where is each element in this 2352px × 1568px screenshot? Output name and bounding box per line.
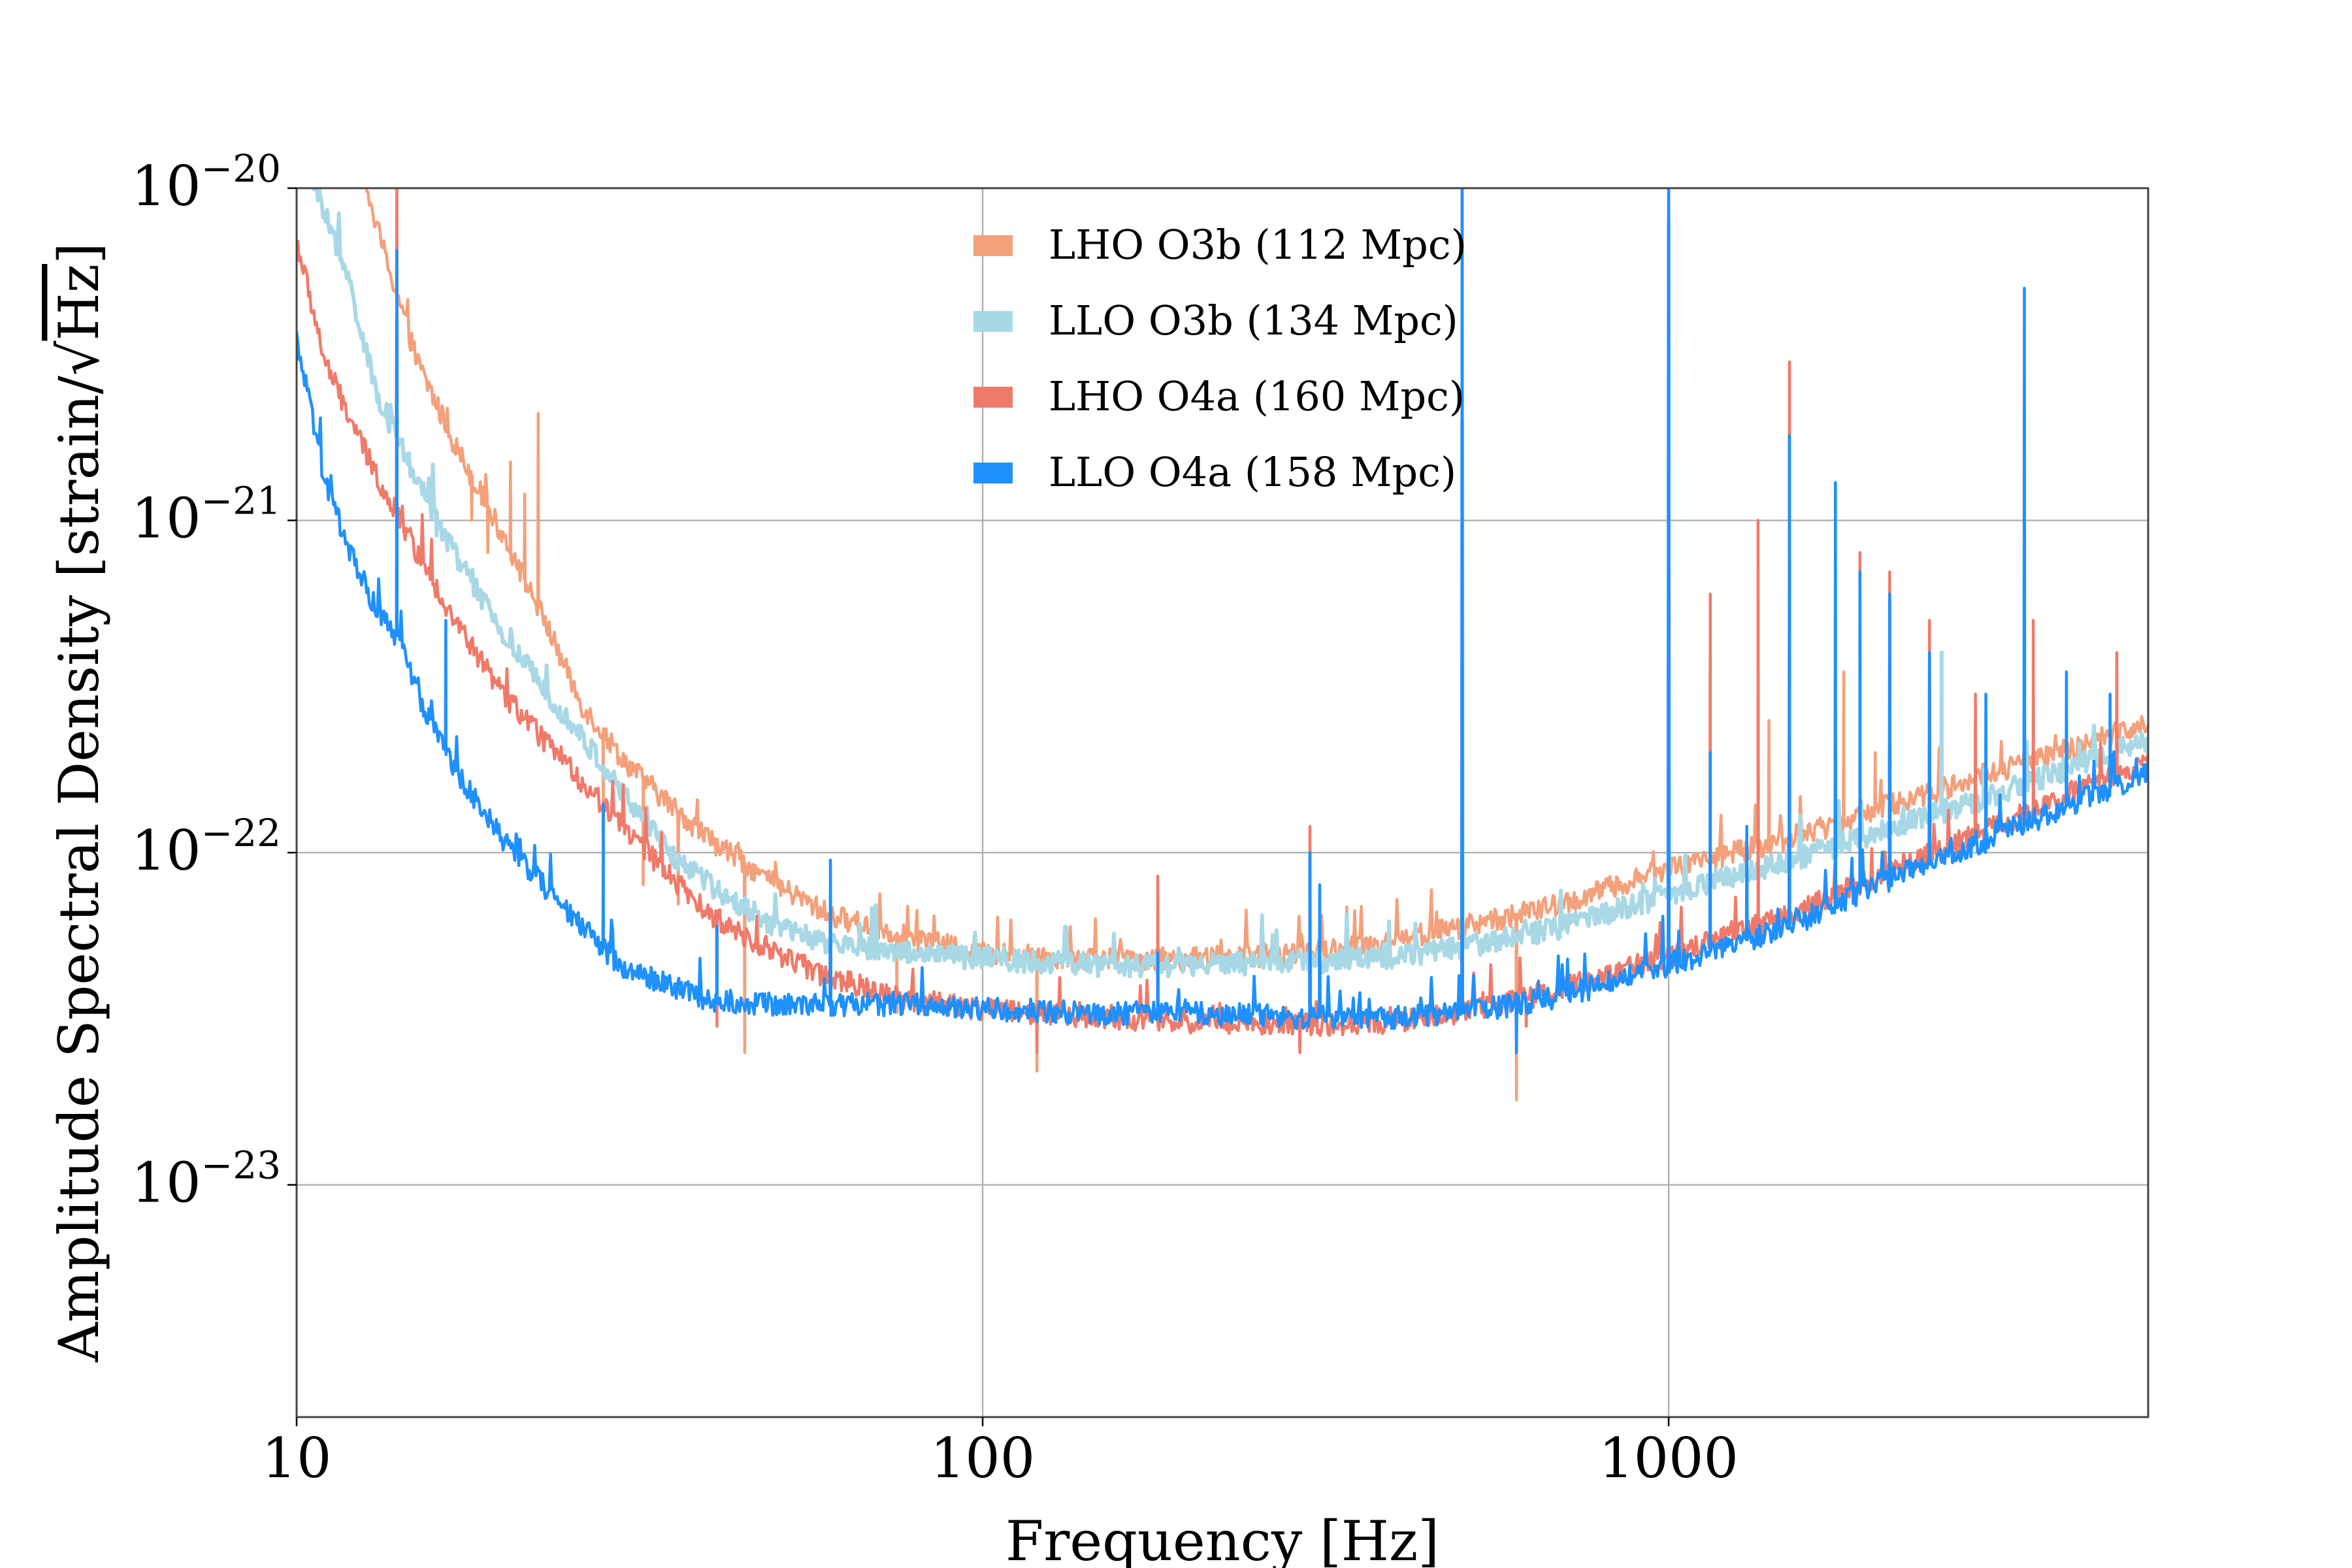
x-tick-label: 100 <box>930 1426 1035 1490</box>
legend-swatch <box>973 463 1013 483</box>
y-axis-label-prefix: Amplitude Spectral Density [strain/ <box>47 375 111 1362</box>
sqrt-symbol: √ <box>47 340 111 376</box>
series-line <box>365 188 2148 1102</box>
x-axis-label: Frequency [Hz] <box>1005 1509 1439 1568</box>
legend-label: LHO O3b (112 Mpc) <box>1049 221 1467 269</box>
x-axis-ticks: 10 100 1000 <box>262 1417 1739 1490</box>
svg-text:Amplitude Spectral Density [st: Amplitude Spectral Density [strain/√Hz] <box>47 242 111 1363</box>
y-axis-label: Amplitude Spectral Density [strain/√Hz] <box>47 242 111 1363</box>
y-tick-label: 10−22 <box>131 811 281 883</box>
x-tick-label: 1000 <box>1599 1426 1739 1490</box>
legend-swatch <box>973 235 1013 256</box>
y-axis-ticks: 10−23 10−22 10−21 10−20 <box>131 146 297 1215</box>
legend-label: LLO O3b (134 Mpc) <box>1049 297 1458 344</box>
y-tick-label: 10−20 <box>131 146 281 218</box>
plot-frame <box>295 187 2149 1418</box>
legend-label: LLO O4a (158 Mpc) <box>1049 448 1456 496</box>
y-tick-label: 10−23 <box>131 1143 281 1215</box>
legend-swatch <box>973 387 1013 408</box>
y-axis-label-sqrt-unit: Hz <box>47 264 111 341</box>
x-tick-label: 10 <box>262 1426 332 1490</box>
series-layer <box>297 188 2148 1102</box>
legend-label: LHO O4a (160 Mpc) <box>1049 372 1465 420</box>
y-tick-label: 10−21 <box>131 479 281 551</box>
legend-swatch <box>973 311 1013 332</box>
series-line <box>297 188 2148 1054</box>
series-line <box>312 188 2148 1006</box>
legend: LHO O3b (112 Mpc) LLO O3b (134 Mpc) LHO O4… <box>973 221 1467 496</box>
y-axis-label-suffix: ] <box>47 242 111 264</box>
